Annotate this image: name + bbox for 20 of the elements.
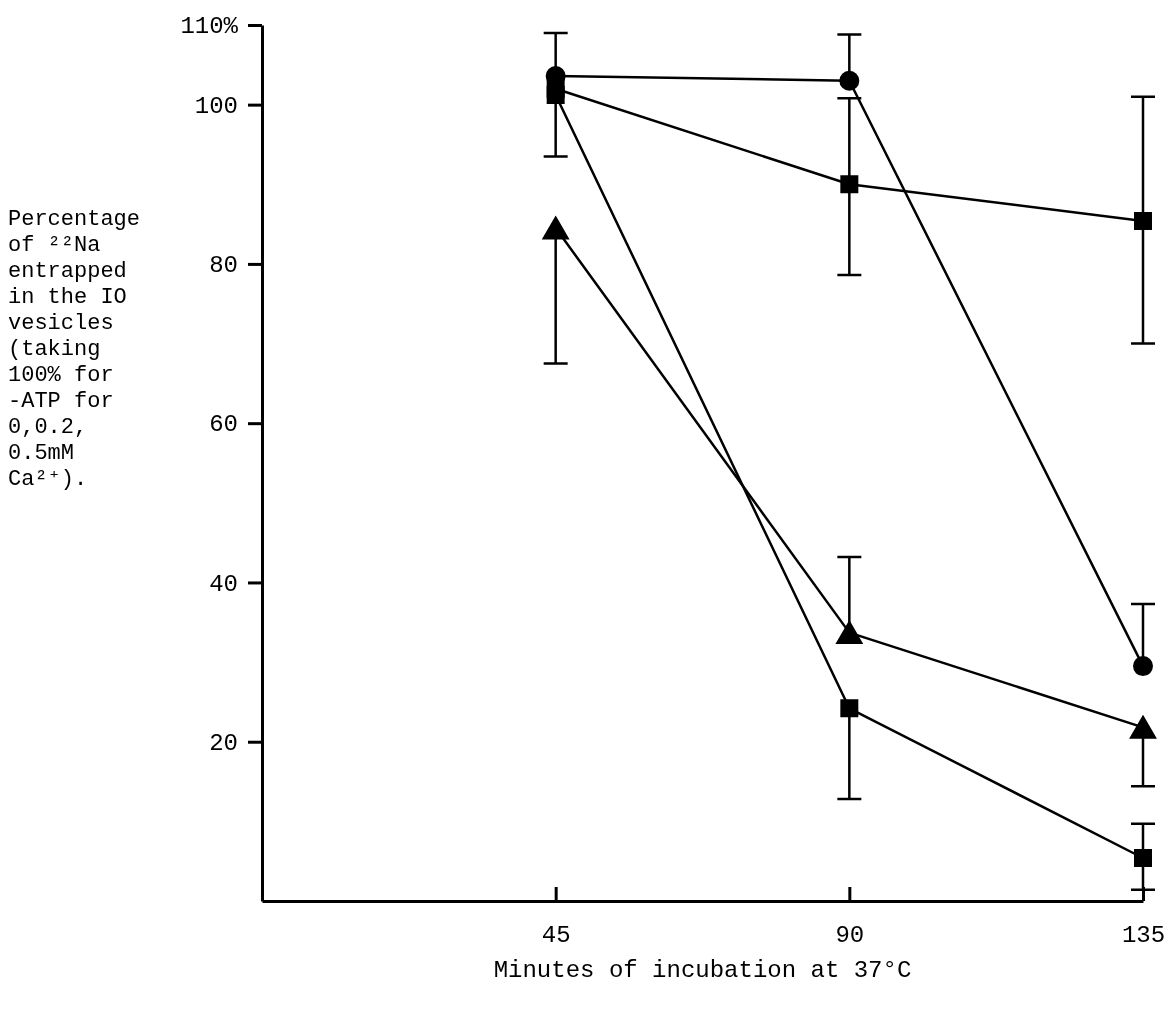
point <box>542 216 569 240</box>
x-tick-label: 45 <box>541 922 571 950</box>
text: Percentage of ²²Na entrapped in the IO vesicles (taking 100% for -ATP for 0,0.2, 0.5mM Ca²⁺). <box>8 207 141 492</box>
x-tick-label: 90 <box>835 922 865 950</box>
y-tick-label: 40 <box>209 570 238 598</box>
y-tick-label: 60 <box>209 411 238 439</box>
point <box>1134 849 1152 867</box>
point <box>1134 211 1152 230</box>
point <box>839 70 860 91</box>
point <box>840 699 859 718</box>
point <box>840 175 859 194</box>
x-axis-title: Minutes of incubation at 37°C <box>493 957 912 984</box>
x-tick-label: 135 <box>1121 922 1166 950</box>
point <box>1133 656 1153 677</box>
point <box>1129 715 1157 739</box>
y-tick-label: 110% <box>180 13 239 41</box>
y-tick-label: 80 <box>209 252 238 280</box>
point <box>836 621 863 645</box>
y-tick-label: 20 <box>209 729 238 757</box>
y-tick-label: 100 <box>194 92 238 120</box>
